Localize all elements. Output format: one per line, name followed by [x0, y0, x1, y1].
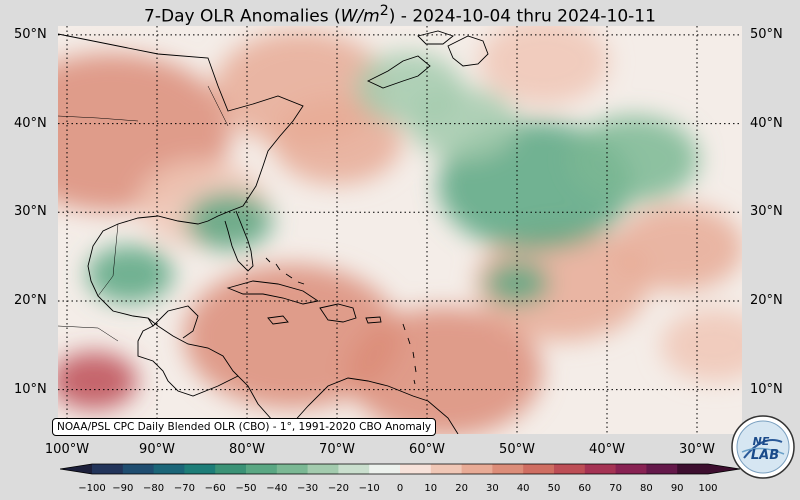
colorbar-tick-label: 50	[547, 483, 561, 494]
latitude-label-right: 40°N	[750, 115, 783, 131]
longitude-label: 100°W	[44, 442, 90, 457]
colorbar-tick-label: −80	[143, 483, 165, 494]
longitude-label: 40°W	[589, 442, 625, 457]
map-title: 7-Day OLR Anomalies (W/m2) - 2024-10-04 …	[144, 3, 656, 27]
colorbar-tick-label: 30	[486, 483, 499, 494]
latitude-label-left: 20°N	[14, 292, 47, 308]
colorbar-tick-label: 10	[424, 483, 438, 494]
colorbar-segment	[677, 464, 709, 474]
latitude-label-left: 10°N	[14, 381, 47, 397]
colorbar-segment	[153, 464, 185, 474]
latitude-label-left: 30°N	[14, 204, 47, 220]
colorbar-segment	[492, 464, 524, 474]
colorbar-tick-label: 20	[455, 483, 468, 494]
colorbar-segment	[461, 464, 493, 474]
colorbar-tick-label: 60	[578, 483, 592, 494]
latitude-label-right: 20°N	[750, 292, 783, 308]
colorbar-segment	[554, 464, 586, 474]
positive-anomaly-region	[479, 26, 609, 105]
positive-anomaly-region	[272, 98, 402, 185]
colorbar-tick-label: −10	[358, 483, 380, 494]
anomaly-field	[58, 26, 742, 434]
colorbar-segment	[276, 464, 309, 474]
positive-anomaly-region	[661, 309, 742, 382]
longitude-label: 70°W	[319, 442, 355, 457]
colorbar-min-extend	[60, 464, 92, 474]
colorbar-tick-label: −60	[204, 483, 226, 494]
svg-text:NE: NE	[753, 435, 770, 448]
colorbar-segment	[122, 464, 155, 474]
longitude-label: 60°W	[409, 442, 445, 457]
colorbar-tick-label: −70	[173, 483, 195, 494]
longitude-label: 30°W	[679, 442, 715, 457]
colorbar-tick-label: −30	[297, 483, 319, 494]
colorbar-segment	[584, 464, 617, 474]
coastlines	[58, 30, 489, 434]
colorbar-tick-label: −40	[266, 483, 288, 494]
positive-anomaly-region	[475, 225, 649, 341]
svg-text:LAB: LAB	[751, 448, 779, 463]
colorbar-tick-label: −100	[78, 483, 106, 494]
colorbar-segment	[523, 464, 555, 474]
graticule	[58, 26, 742, 434]
colorbar-segment	[246, 464, 278, 474]
positive-anomaly-region	[614, 204, 742, 291]
positive-anomaly-region	[184, 264, 400, 409]
positive-anomaly-region	[58, 351, 138, 410]
latitude-label-right: 10°N	[750, 381, 783, 397]
colorbar-segment	[369, 464, 401, 474]
negative-anomaly-region	[185, 192, 273, 250]
colorbar-tick-label: 90	[670, 483, 684, 494]
colorbar-tick-label: 0	[396, 483, 404, 494]
colorbar-tick-label: 100	[698, 483, 718, 494]
negative-anomaly-region	[86, 245, 174, 304]
colorbar-max-extend	[708, 464, 740, 474]
colorbar-tick-label: 80	[640, 483, 653, 494]
colorbar-tick-label: −20	[327, 483, 349, 494]
colorbar-tick-label: 40	[516, 483, 530, 494]
latitude-label-left: 50°N	[14, 26, 47, 42]
colorbar-tick-label: −90	[112, 483, 134, 494]
nexlab-logo: NE LAB	[731, 415, 795, 479]
colorbar-segment	[646, 464, 678, 474]
longitude-label: 50°W	[499, 442, 535, 457]
data-credit-box: NOAA/PSL CPC Daily Blended OLR (CBO) - 1…	[52, 418, 437, 436]
colorbar-segment	[307, 464, 339, 474]
latitude-label-right: 50°N	[750, 26, 783, 42]
latitude-label-right: 30°N	[750, 204, 783, 220]
colorbar-segment	[400, 464, 432, 474]
positive-anomaly-region	[347, 307, 543, 434]
colorbar-tick-label: 70	[609, 483, 622, 494]
colorbar-segment	[615, 464, 647, 474]
colorbar-tick-label: −50	[235, 483, 257, 494]
latitude-label-left: 40°N	[14, 115, 47, 131]
longitude-label: 90°W	[139, 442, 175, 457]
colorbar	[60, 463, 740, 475]
colorbar-segment	[338, 464, 370, 474]
colorbar-segment	[430, 464, 463, 474]
negative-anomaly-region	[569, 115, 699, 203]
colorbar-segment	[92, 464, 124, 474]
colorbar-segment	[184, 464, 216, 474]
colorbar-segment	[215, 464, 247, 474]
longitude-label: 80°W	[229, 442, 265, 457]
olr-anomaly-map[interactable]	[58, 26, 742, 434]
